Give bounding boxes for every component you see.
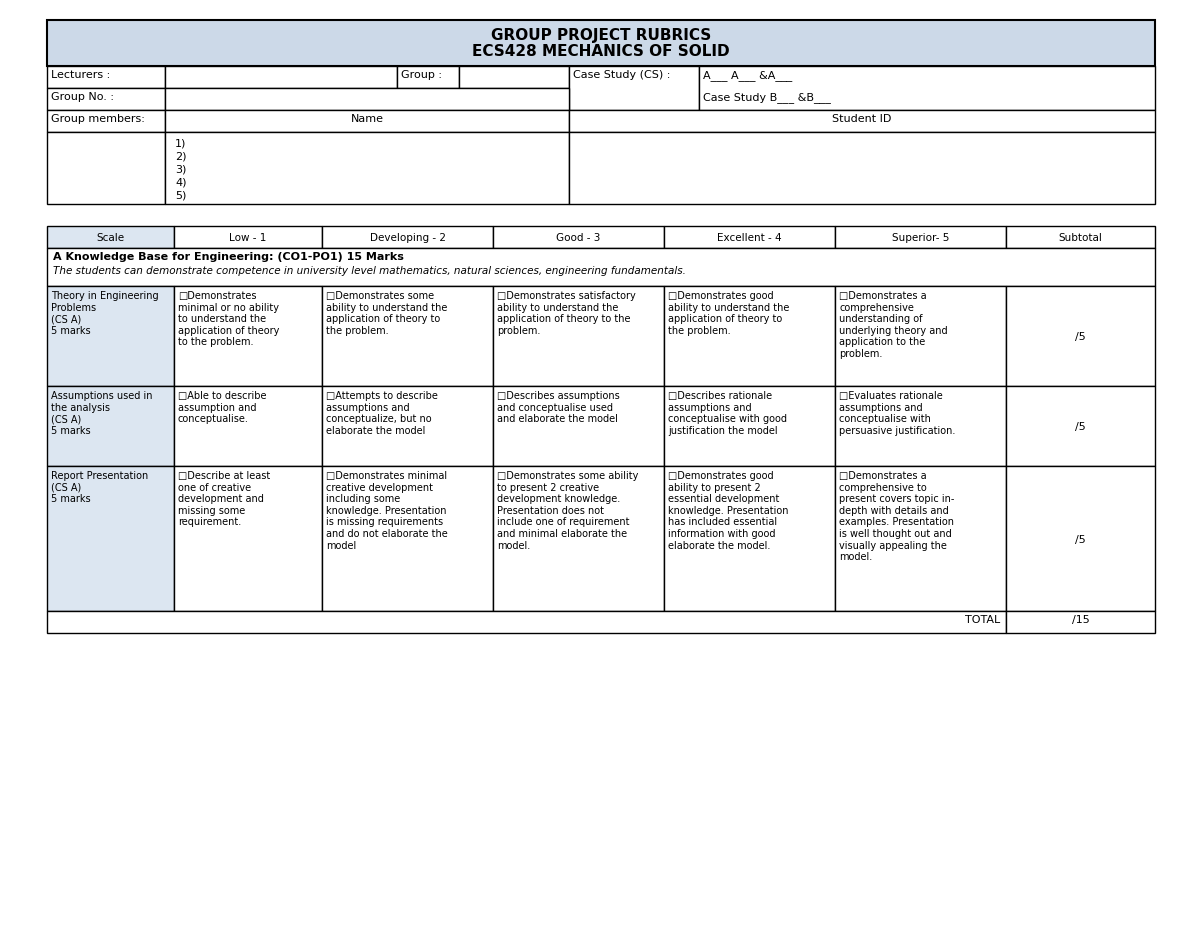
Text: □Evaluates rationale
assumptions and
conceptualise with
persuasive justification: □Evaluates rationale assumptions and con…	[839, 391, 955, 436]
Text: □Describes rationale
assumptions and
conceptualise with good
justification the m: □Describes rationale assumptions and con…	[668, 391, 787, 436]
Bar	[47, 286, 174, 386]
Text: Group No. :: Group No. :	[50, 92, 114, 102]
Bar	[1006, 611, 1154, 633]
Text: Report Presentation
(CS A)
5 marks: Report Presentation (CS A) 5 marks	[50, 471, 149, 504]
Text: □Demonstrates
minimal or no ability
to understand the
application of theory
to t: □Demonstrates minimal or no ability to u…	[178, 291, 280, 348]
Text: Excellent - 4: Excellent - 4	[718, 233, 782, 243]
Text: □Demonstrates a
comprehensive
understanding of
underlying theory and
application: □Demonstrates a comprehensive understand…	[839, 291, 948, 359]
Text: TOTAL: TOTAL	[965, 615, 1000, 625]
Bar	[664, 286, 835, 386]
Bar	[47, 226, 174, 248]
Bar	[47, 466, 174, 611]
Bar	[458, 66, 569, 88]
Text: Case Study B___ &B___: Case Study B___ &B___	[703, 92, 830, 103]
Bar	[47, 88, 166, 110]
Text: 3): 3)	[175, 164, 186, 174]
Bar	[47, 132, 166, 204]
Bar	[322, 226, 493, 248]
Bar	[174, 466, 322, 611]
Bar	[1006, 226, 1154, 248]
Bar	[174, 226, 322, 248]
Bar	[47, 20, 1154, 66]
Text: □Demonstrates satisfactory
ability to understand the
application of theory to th: □Demonstrates satisfactory ability to un…	[497, 291, 636, 336]
Text: □Attempts to describe
assumptions and
conceptualize, but no
elaborate the model: □Attempts to describe assumptions and co…	[326, 391, 438, 436]
Bar	[322, 386, 493, 466]
Text: A___ A___ &A___: A___ A___ &A___	[703, 70, 792, 81]
Text: Assumptions used in
the analysis
(CS A)
5 marks: Assumptions used in the analysis (CS A) …	[50, 391, 152, 436]
Text: 5): 5)	[175, 190, 186, 200]
Bar	[1006, 386, 1154, 466]
Text: □Demonstrates some
ability to understand the
application of theory to
the proble: □Demonstrates some ability to understand…	[326, 291, 448, 336]
Text: □Demonstrates some ability
to present 2 creative
development knowledge.
Presenta: □Demonstrates some ability to present 2 …	[497, 471, 638, 551]
Text: /5: /5	[1075, 422, 1086, 432]
Bar	[493, 226, 664, 248]
Bar	[1006, 286, 1154, 386]
Text: Group :: Group :	[401, 70, 442, 80]
Text: Good - 3: Good - 3	[557, 233, 601, 243]
Bar	[664, 226, 835, 248]
Text: GROUP PROJECT RUBRICS: GROUP PROJECT RUBRICS	[491, 28, 712, 43]
Text: □Demonstrates a
comprehensive to
present covers topic in-
depth with details and: □Demonstrates a comprehensive to present…	[839, 471, 954, 562]
Text: /15: /15	[1072, 615, 1090, 625]
Text: Low - 1: Low - 1	[229, 233, 266, 243]
Text: 2): 2)	[175, 151, 186, 161]
Bar	[493, 286, 664, 386]
Text: Lecturers :: Lecturers :	[50, 70, 110, 80]
Text: Name: Name	[350, 114, 384, 124]
Text: □Demonstrates good
ability to present 2
essential development
knowledge. Present: □Demonstrates good ability to present 2 …	[668, 471, 788, 551]
Bar	[47, 248, 1154, 286]
Text: Scale: Scale	[96, 233, 125, 243]
Bar	[166, 132, 569, 204]
Text: Student ID: Student ID	[833, 114, 892, 124]
Bar	[322, 286, 493, 386]
Bar	[835, 386, 1006, 466]
Bar	[569, 110, 1154, 132]
Text: □Describe at least
one of creative
development and
missing some
requirement.: □Describe at least one of creative devel…	[178, 471, 270, 527]
Bar	[664, 386, 835, 466]
Bar	[698, 66, 1154, 110]
Bar	[835, 466, 1006, 611]
Bar	[493, 386, 664, 466]
Text: A Knowledge Base for Engineering: (CO1-PO1) 15 Marks: A Knowledge Base for Engineering: (CO1-P…	[53, 252, 404, 262]
Bar	[166, 88, 569, 110]
Text: ECS428 MECHANICS OF SOLID: ECS428 MECHANICS OF SOLID	[472, 44, 730, 59]
Bar	[174, 386, 322, 466]
Bar	[835, 226, 1006, 248]
Text: Theory in Engineering
Problems
(CS A)
5 marks: Theory in Engineering Problems (CS A) 5 …	[50, 291, 158, 336]
Bar	[47, 110, 166, 132]
Text: /5: /5	[1075, 332, 1086, 342]
Text: Subtotal: Subtotal	[1058, 233, 1103, 243]
Bar	[47, 611, 1006, 633]
Bar	[1006, 466, 1154, 611]
Text: Group members:: Group members:	[50, 114, 145, 124]
Bar	[569, 66, 698, 110]
Text: □Describes assumptions
and conceptualise used
and elaborate the model: □Describes assumptions and conceptualise…	[497, 391, 619, 425]
Bar	[174, 286, 322, 386]
Bar	[664, 466, 835, 611]
Text: The students can demonstrate competence in university level mathematics, natural: The students can demonstrate competence …	[53, 266, 686, 276]
Text: 1): 1)	[175, 138, 186, 148]
Bar	[47, 66, 166, 88]
Text: □Able to describe
assumption and
conceptualise.: □Able to describe assumption and concept…	[178, 391, 266, 425]
Text: □Demonstrates good
ability to understand the
application of theory to
the proble: □Demonstrates good ability to understand…	[668, 291, 790, 336]
Text: □Demonstrates minimal
creative development
including some
knowledge. Presentatio: □Demonstrates minimal creative developme…	[326, 471, 448, 551]
Bar	[569, 132, 1154, 204]
Bar	[166, 66, 397, 88]
Bar	[835, 286, 1006, 386]
Bar	[166, 110, 569, 132]
Bar	[397, 66, 458, 88]
Bar	[47, 386, 174, 466]
Text: Superior- 5: Superior- 5	[892, 233, 949, 243]
Text: Case Study (CS) :: Case Study (CS) :	[574, 70, 671, 80]
Bar	[322, 466, 493, 611]
Text: 4): 4)	[175, 177, 186, 187]
Text: /5: /5	[1075, 535, 1086, 544]
Bar	[493, 466, 664, 611]
Text: Developing - 2: Developing - 2	[370, 233, 445, 243]
